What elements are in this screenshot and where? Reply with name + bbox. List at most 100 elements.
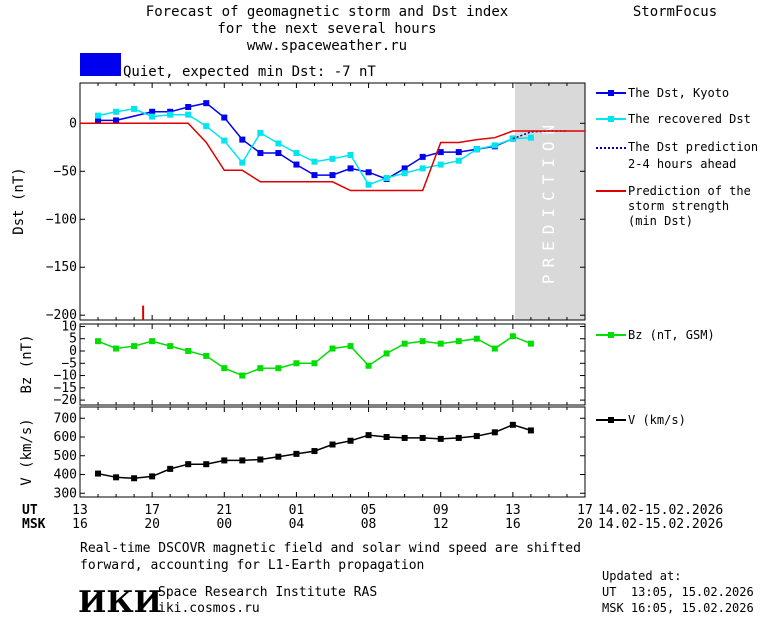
data-point-the-recovered-dst [527,134,534,141]
data-point-the-recovered-dst [293,150,300,157]
data-point-bz-nt-gsm [401,340,408,347]
data-point-the-recovered-dst [131,105,138,112]
data-point-the-dst-kyoto [455,149,462,156]
data-point-v-km-s [275,453,282,460]
bz-x-ticks [79,324,586,405]
msk-tick-label: 16 [505,517,521,532]
dst-panel-frame [79,82,586,321]
updated-label: Updated at: [602,569,681,583]
data-point-the-dst-kyoto [365,169,372,176]
data-point-v-km-s [473,433,480,440]
dst-ytick-label: 0 [69,116,77,131]
updated-msk: MSK 16:05, 15.02.2026 [602,601,754,615]
legend-label-dst-prediction-1: The Dst prediction [628,140,758,154]
data-point-the-dst-kyoto [113,117,120,124]
website-link[interactable]: www.spaceweather.ru [247,38,407,54]
chart-title-line1: Forecast of geomagnetic storm and Dst in… [146,4,508,20]
data-point-the-recovered-dst [491,142,498,149]
data-point-bz-nt-gsm [509,333,516,340]
data-point-the-dst-kyoto [311,172,318,179]
data-point-the-recovered-dst [239,159,246,166]
data-point-the-dst-kyoto [329,172,336,179]
data-point-the-recovered-dst [95,112,102,119]
data-point-bz-nt-gsm [527,340,534,347]
bz-series-layer [95,333,534,379]
bz-ytick-label: 5 [69,332,77,347]
data-point-v-km-s [113,474,120,481]
v-y-ticks: 300 400 500 600 700 [54,411,585,501]
data-point-the-recovered-dst [257,129,264,136]
iki-logo: ИКИ [78,585,162,620]
data-point-v-km-s [203,461,210,468]
data-point-bz-nt-gsm [257,365,264,372]
msk-axis-label: MSK [22,517,46,532]
data-point-bz-nt-gsm [221,365,228,372]
institute-name: Space Research Institute RAS [158,585,377,600]
v-ytick-label: 600 [54,430,77,445]
legend-label-dst-prediction-2: 2-4 hours ahead [628,157,736,171]
data-point-bz-nt-gsm [311,360,318,367]
ut-tick-label: 17 [577,503,593,518]
data-point-the-recovered-dst [401,170,408,177]
data-point-bz-nt-gsm [131,343,138,350]
data-point-the-dst-kyoto [401,165,408,172]
ut-tick-label: 13 [72,503,88,518]
data-point-bz-nt-gsm [167,343,174,350]
data-point-the-recovered-dst [383,174,390,181]
data-point-bz-nt-gsm [203,352,210,359]
bz-ytick-label: 0 [69,344,77,359]
msk-date-range: 14.02-15.02.2026 [598,517,723,532]
data-point-the-dst-kyoto [347,165,354,172]
ut-date-range: 14.02-15.02.2026 [598,503,723,518]
dst-x-ticks [79,83,586,320]
data-point-bz-nt-gsm [185,348,192,354]
app-name: StormFocus [633,4,717,20]
data-point-v-km-s [527,427,534,434]
ut-tick-label: 17 [144,503,160,518]
msk-tick-label: 00 [216,517,232,532]
data-point-v-km-s [383,434,390,440]
msk-tick-label: 12 [433,517,449,532]
data-point-the-recovered-dst [167,111,174,118]
data-point-v-km-s [149,473,156,480]
status-color-swatch [80,53,121,76]
data-point-bz-nt-gsm [347,343,354,350]
ut-tick-label: 13 [505,503,521,518]
legend-marker-dst-kyoto [608,90,614,96]
data-point-bz-nt-gsm [293,360,300,367]
data-point-v-km-s [239,457,246,464]
data-point-the-recovered-dst [203,123,210,130]
data-point-the-dst-kyoto [275,150,282,157]
msk-tick-label: 04 [289,517,305,532]
legend-marker-bz [608,332,614,338]
dst-ytick-label: −100 [46,212,77,227]
ut-tick-label: 09 [433,503,449,518]
data-point-the-dst-kyoto [149,108,156,115]
data-point-the-dst-kyoto [293,161,300,168]
data-point-bz-nt-gsm [239,372,246,379]
prediction-zone [515,83,585,320]
dst-panel: PREDICTION Dst (nT) 0 −50 −100 −150 −200 [11,82,586,323]
data-point-v-km-s [185,461,192,468]
data-point-bz-nt-gsm [365,362,372,369]
institute-url[interactable]: iki.cosmos.ru [158,601,260,616]
data-point-the-dst-kyoto [95,117,102,124]
legend-label-storm-2: storm strength [628,199,729,213]
v-series-layer [95,421,534,482]
data-point-the-recovered-dst [113,108,120,115]
data-point-bz-nt-gsm [437,340,444,347]
data-point-v-km-s [491,429,498,436]
bz-ytick-label: −10 [54,369,77,384]
data-point-bz-nt-gsm [419,338,426,345]
data-point-v-km-s [419,434,426,441]
bz-ytick-label: 10 [61,319,77,334]
data-point-bz-nt-gsm [113,345,120,352]
bz-panel-frame [79,323,586,406]
status-text: Quiet, expected min Dst: -7 nT [123,64,376,80]
data-point-v-km-s [293,450,300,457]
ut-tick-label: 21 [216,503,232,518]
legend-label-bz: Bz (nT, GSM) [628,328,715,342]
